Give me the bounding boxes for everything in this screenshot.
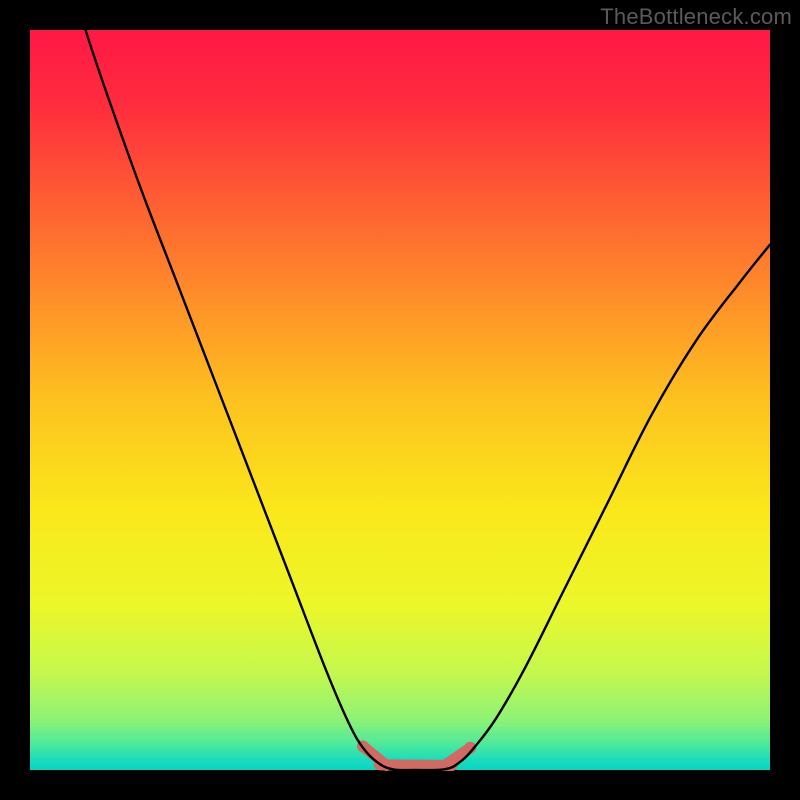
bottleneck-chart	[0, 0, 800, 800]
watermark-text: TheBottleneck.com	[600, 4, 792, 30]
